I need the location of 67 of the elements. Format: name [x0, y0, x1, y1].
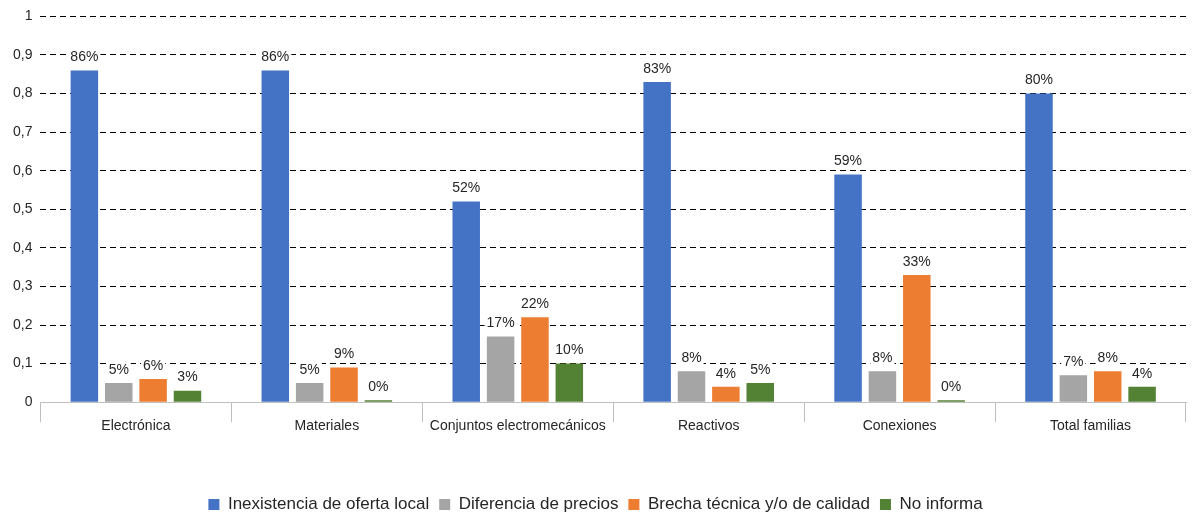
data-label: 83% — [643, 59, 672, 76]
bar — [868, 371, 897, 402]
data-label: 8% — [681, 349, 702, 366]
bar — [486, 336, 515, 402]
data-label: 4% — [715, 364, 736, 381]
data-label: 0% — [368, 378, 389, 395]
y-tick-label: 1 — [24, 7, 33, 24]
legend-label: No informa — [899, 494, 984, 514]
bar — [70, 70, 99, 402]
bar — [295, 382, 324, 402]
bar — [521, 317, 549, 402]
bar — [330, 367, 358, 402]
data-label: 9% — [333, 345, 355, 362]
legend-label: Brecha técnica y/o de calidad — [647, 494, 870, 514]
data-label: 8% — [1097, 349, 1118, 366]
x-tick-label: Total familias — [1050, 417, 1131, 434]
bar — [1093, 371, 1122, 402]
x-tick-label: Conexiones — [862, 417, 937, 434]
bar — [712, 386, 740, 402]
y-tick-label: 0 — [24, 393, 33, 410]
bar — [903, 274, 931, 402]
bar — [555, 363, 584, 402]
data-label: 4% — [1131, 364, 1153, 381]
data-label: 5% — [750, 360, 771, 377]
bar — [261, 70, 290, 402]
y-tick-label: 0,8 — [12, 84, 33, 101]
legend-label: Diferencia de precios — [458, 494, 619, 514]
y-tick-label: 0,7 — [12, 123, 33, 139]
bar — [139, 379, 167, 402]
data-label: 22% — [520, 295, 549, 312]
bar — [1025, 93, 1053, 402]
data-label: 7% — [1063, 353, 1084, 370]
x-tick-label: Electrónica — [101, 417, 171, 434]
y-tick-label: 0,6 — [12, 161, 33, 178]
bar — [452, 201, 480, 402]
data-label: 80% — [1024, 71, 1053, 88]
y-tick-label: 0,3 — [12, 277, 33, 294]
data-label: 5% — [299, 360, 320, 377]
y-tick-label: 0,1 — [12, 354, 33, 371]
legend-label: Inexistencia de oferta local — [227, 494, 430, 514]
bar — [643, 81, 671, 402]
data-label: 86% — [261, 48, 290, 65]
data-label: 86% — [70, 48, 99, 65]
x-tick-label: Materiales — [294, 417, 360, 434]
y-tick-label: 0,5 — [12, 200, 33, 217]
data-label: 52% — [452, 179, 481, 196]
bar — [104, 382, 133, 402]
data-label: 10% — [555, 341, 584, 358]
bar — [1128, 386, 1156, 402]
bar — [834, 174, 862, 402]
data-label: 0% — [941, 378, 962, 395]
bar — [173, 390, 202, 402]
data-label: 59% — [834, 152, 863, 169]
data-label: 17% — [486, 314, 515, 331]
y-tick-label: 0,2 — [12, 315, 33, 332]
x-tick-label: Conjuntos electromecánicos — [429, 417, 606, 434]
y-tick-label: 0,4 — [12, 238, 33, 255]
bar — [677, 371, 706, 402]
x-tick-label: Reactivos — [677, 417, 740, 434]
bar — [1059, 375, 1088, 402]
data-label: 8% — [872, 349, 893, 366]
bar — [746, 382, 774, 402]
data-label: 3% — [177, 368, 198, 385]
data-label: 6% — [142, 356, 164, 373]
data-label: 33% — [902, 252, 931, 269]
y-tick-label: 0,9 — [12, 45, 33, 62]
data-label: 5% — [108, 360, 129, 377]
